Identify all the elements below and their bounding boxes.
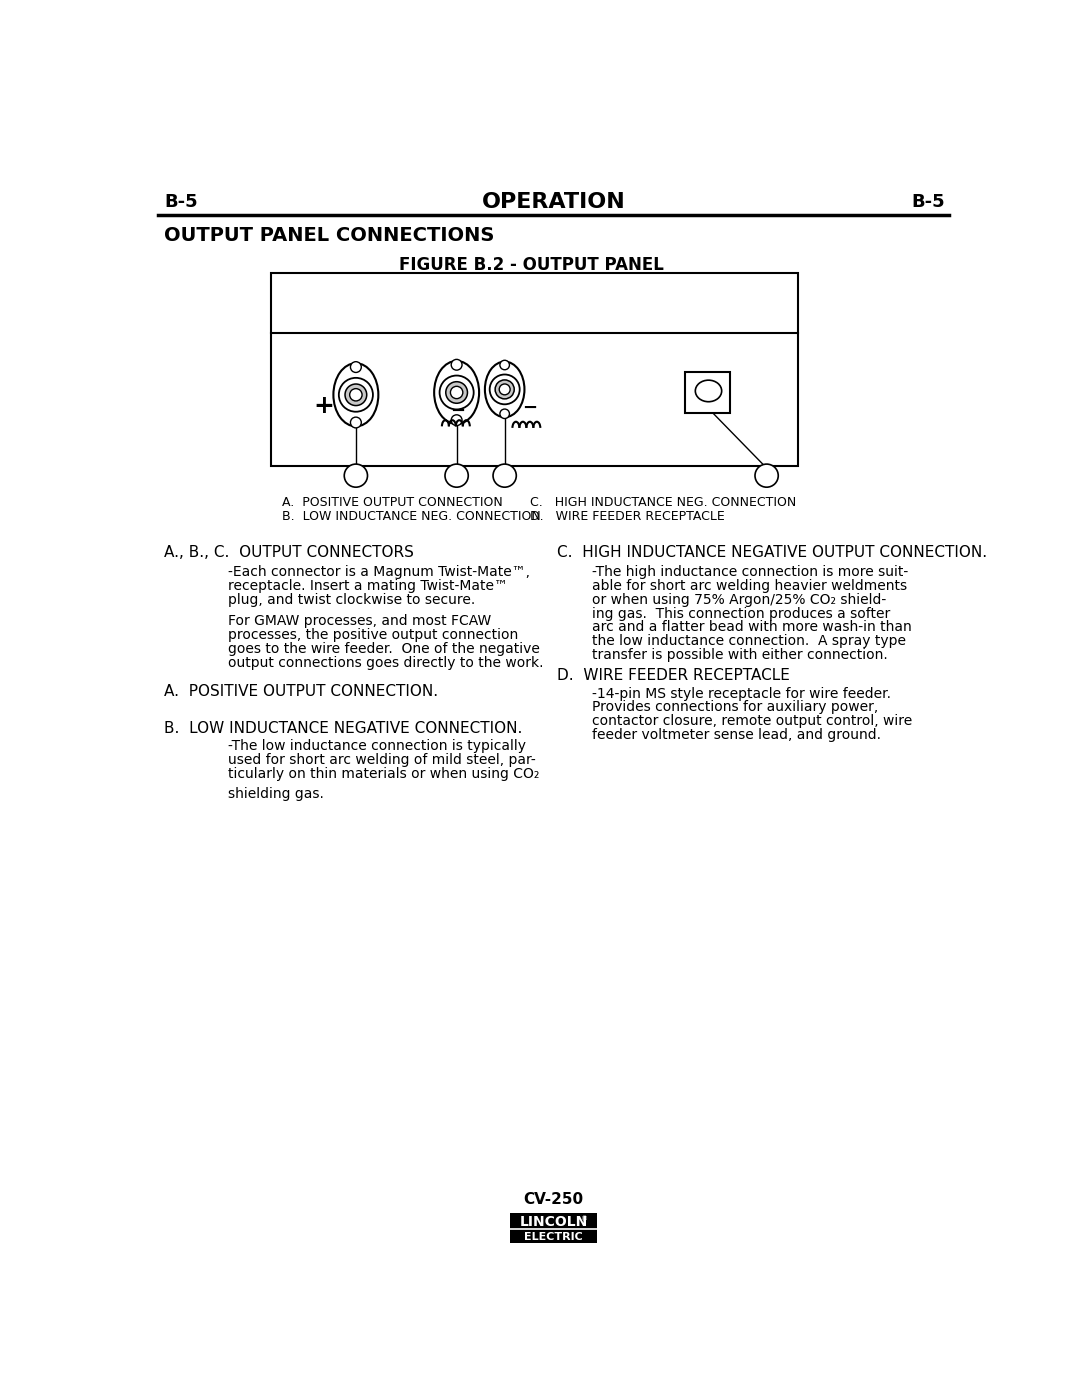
- Text: receptacle. Insert a mating Twist-Mate™: receptacle. Insert a mating Twist-Mate™: [228, 578, 508, 592]
- Text: B.  LOW INDUCTANCE NEGATIVE CONNECTION.: B. LOW INDUCTANCE NEGATIVE CONNECTION.: [164, 721, 523, 735]
- Text: B-5: B-5: [164, 193, 198, 211]
- Text: D: D: [761, 468, 772, 482]
- Text: ticularly on thin materials or when using CO₂: ticularly on thin materials or when usin…: [228, 767, 539, 781]
- Circle shape: [499, 384, 510, 395]
- Text: A., B., C.  OUTPUT CONNECTORS: A., B., C. OUTPUT CONNECTORS: [164, 545, 415, 560]
- Text: plug, and twist clockwise to secure.: plug, and twist clockwise to secure.: [228, 592, 475, 606]
- Circle shape: [350, 388, 362, 401]
- Text: OPERATION: OPERATION: [482, 193, 625, 212]
- Text: CV-250: CV-250: [524, 1192, 583, 1207]
- Text: C.  HIGH INDUCTANCE NEGATIVE OUTPUT CONNECTION.: C. HIGH INDUCTANCE NEGATIVE OUTPUT CONNE…: [557, 545, 987, 560]
- Bar: [685, 373, 730, 412]
- Text: feeder voltmeter sense lead, and ground.: feeder voltmeter sense lead, and ground.: [592, 728, 881, 742]
- Ellipse shape: [485, 362, 525, 418]
- Text: transfer is possible with either connection.: transfer is possible with either connect…: [592, 648, 888, 662]
- Text: used for short arc welding of mild steel, par-: used for short arc welding of mild steel…: [228, 753, 536, 767]
- Text: +: +: [313, 394, 334, 418]
- Text: LINCOLN: LINCOLN: [519, 1215, 588, 1229]
- Circle shape: [451, 415, 462, 426]
- Text: FIGURE B.2 - OUTPUT PANEL: FIGURE B.2 - OUTPUT PANEL: [400, 257, 664, 274]
- Circle shape: [755, 464, 779, 488]
- Text: C.   HIGH INDUCTANCE NEG. CONNECTION: C. HIGH INDUCTANCE NEG. CONNECTION: [530, 496, 797, 510]
- Text: A.  POSITIVE OUTPUT CONNECTION.: A. POSITIVE OUTPUT CONNECTION.: [164, 683, 438, 698]
- Circle shape: [445, 464, 469, 488]
- Circle shape: [495, 380, 514, 400]
- Text: D.  WIRE FEEDER RECEPTACLE: D. WIRE FEEDER RECEPTACLE: [557, 668, 791, 683]
- Circle shape: [350, 362, 362, 373]
- Text: D.   WIRE FEEDER RECEPTACLE: D. WIRE FEEDER RECEPTACLE: [530, 510, 725, 522]
- Text: contactor closure, remote output control, wire: contactor closure, remote output control…: [592, 714, 913, 728]
- Circle shape: [450, 387, 463, 398]
- Text: -Each connector is a Magnum Twist-Mate™,: -Each connector is a Magnum Twist-Mate™,: [228, 564, 530, 578]
- Text: output connections goes directly to the work.: output connections goes directly to the …: [228, 655, 543, 669]
- Circle shape: [451, 359, 462, 370]
- Ellipse shape: [696, 380, 721, 402]
- Text: −: −: [522, 400, 537, 416]
- Circle shape: [345, 384, 367, 405]
- Text: processes, the positive output connection: processes, the positive output connectio…: [228, 629, 518, 643]
- Circle shape: [440, 376, 474, 409]
- Text: able for short arc welding heavier weldments: able for short arc welding heavier weldm…: [592, 578, 907, 592]
- Text: ELECTRIC: ELECTRIC: [524, 1232, 583, 1242]
- Circle shape: [446, 381, 468, 404]
- Ellipse shape: [334, 363, 378, 426]
- Bar: [271, 274, 798, 467]
- Text: For GMAW processes, and most FCAW: For GMAW processes, and most FCAW: [228, 615, 491, 629]
- Text: −: −: [450, 402, 465, 420]
- Text: Provides connections for auxiliary power,: Provides connections for auxiliary power…: [592, 700, 878, 714]
- Text: -The low inductance connection is typically: -The low inductance connection is typica…: [228, 739, 526, 753]
- Text: B-5: B-5: [912, 193, 945, 211]
- Circle shape: [350, 418, 362, 427]
- Text: A.  POSITIVE OUTPUT CONNECTION: A. POSITIVE OUTPUT CONNECTION: [282, 496, 503, 510]
- Ellipse shape: [434, 360, 480, 425]
- Circle shape: [500, 409, 510, 419]
- Text: ®: ®: [581, 1217, 588, 1222]
- Text: OUTPUT PANEL CONNECTIONS: OUTPUT PANEL CONNECTIONS: [164, 226, 495, 244]
- Bar: [510, 1214, 597, 1246]
- Text: shielding gas.: shielding gas.: [228, 787, 324, 800]
- Text: arc and a flatter bead with more wash-in than: arc and a flatter bead with more wash-in…: [592, 620, 912, 634]
- Circle shape: [489, 374, 519, 404]
- Text: ing gas.  This connection produces a softer: ing gas. This connection produces a soft…: [592, 606, 891, 620]
- Circle shape: [500, 360, 510, 370]
- Text: goes to the wire feeder.  One of the negative: goes to the wire feeder. One of the nega…: [228, 643, 540, 657]
- Circle shape: [494, 464, 516, 488]
- Circle shape: [345, 464, 367, 488]
- Text: B.  LOW INDUCTANCE NEG. CONNECTION: B. LOW INDUCTANCE NEG. CONNECTION: [282, 510, 541, 522]
- Text: -14-pin MS style receptacle for wire feeder.: -14-pin MS style receptacle for wire fee…: [592, 686, 891, 701]
- Text: the low inductance connection.  A spray type: the low inductance connection. A spray t…: [592, 634, 906, 648]
- Text: A: A: [351, 468, 361, 482]
- Text: C: C: [500, 468, 510, 482]
- Text: B: B: [451, 468, 462, 482]
- Text: -The high inductance connection is more suit-: -The high inductance connection is more …: [592, 564, 908, 578]
- Circle shape: [339, 377, 373, 412]
- Text: or when using 75% Argon/25% CO₂ shield-: or when using 75% Argon/25% CO₂ shield-: [592, 592, 887, 606]
